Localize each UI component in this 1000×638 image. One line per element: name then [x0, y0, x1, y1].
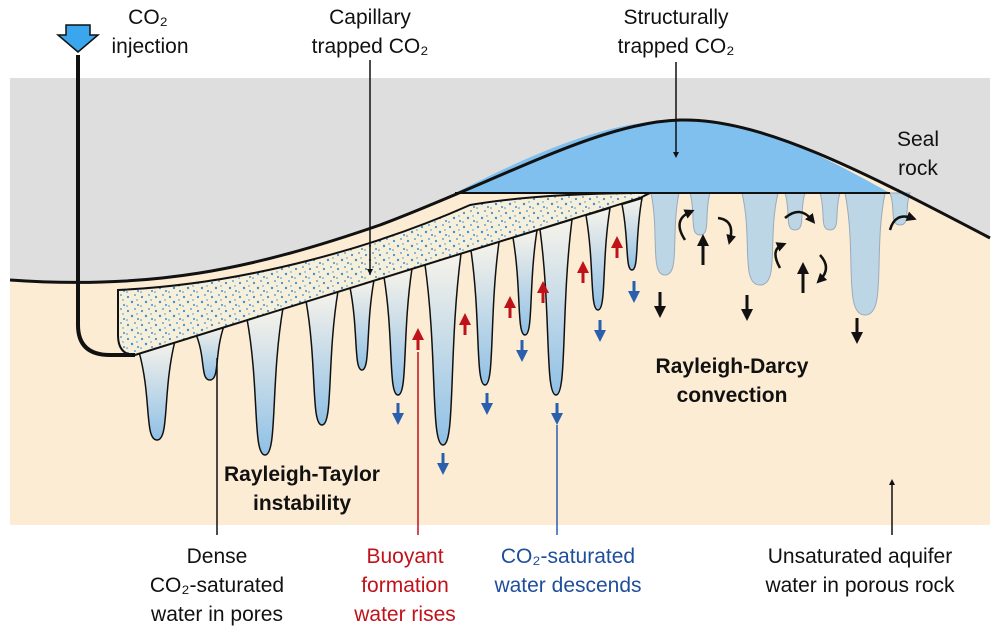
curved-arrow [888, 211, 917, 231]
finger [585, 207, 611, 311]
curved-arrow [784, 210, 816, 224]
label: CO₂-saturated [501, 545, 635, 568]
finger [305, 290, 339, 426]
convection-finger [650, 192, 680, 276]
leader-lines [216, 60, 895, 535]
label: water in porous rock [764, 574, 955, 597]
curved-arrow [816, 254, 828, 284]
convection-finger [741, 192, 779, 286]
label: CO₂-saturated [150, 574, 284, 597]
seal-rock [10, 78, 990, 283]
finger [470, 240, 500, 386]
curved-arrow [678, 209, 695, 241]
label: injection [111, 35, 188, 58]
label: Capillary [329, 6, 411, 29]
label: convection [677, 384, 788, 407]
finger [194, 324, 226, 381]
label: Rayleigh-Darcy [656, 355, 809, 378]
label: Structurally [623, 6, 729, 29]
label: Unsaturated aquifer [768, 545, 952, 568]
label: water in pores [150, 603, 283, 626]
finger [138, 339, 177, 441]
injection-icon [55, 24, 101, 53]
finger [383, 267, 413, 396]
finger [349, 279, 375, 371]
label: instability [253, 492, 351, 515]
label: formation [361, 574, 449, 597]
label: Dense [187, 545, 248, 568]
structural-trap [455, 120, 890, 193]
curved-arrow [774, 242, 787, 269]
arrows [392, 209, 917, 475]
label: Seal [897, 128, 939, 151]
injection-well [76, 55, 135, 357]
label: trapped CO₂ [312, 35, 429, 58]
label: CO₂ [128, 6, 168, 29]
convection-finger [844, 192, 886, 316]
label: trapped CO₂ [618, 35, 735, 58]
finger [512, 229, 538, 336]
finger [246, 306, 284, 456]
label: rock [898, 157, 938, 180]
label: Buoyant [366, 545, 443, 568]
finger [621, 197, 643, 271]
curved-arrow [717, 216, 737, 245]
label: water descends [493, 574, 641, 597]
seal-boundary [9, 118, 991, 284]
label: Rayleigh-Taylor [224, 463, 380, 486]
finger [539, 218, 573, 396]
fingers [138, 192, 911, 456]
finger [424, 252, 462, 446]
convection-finger [819, 192, 841, 231]
label: water rises [353, 603, 456, 626]
